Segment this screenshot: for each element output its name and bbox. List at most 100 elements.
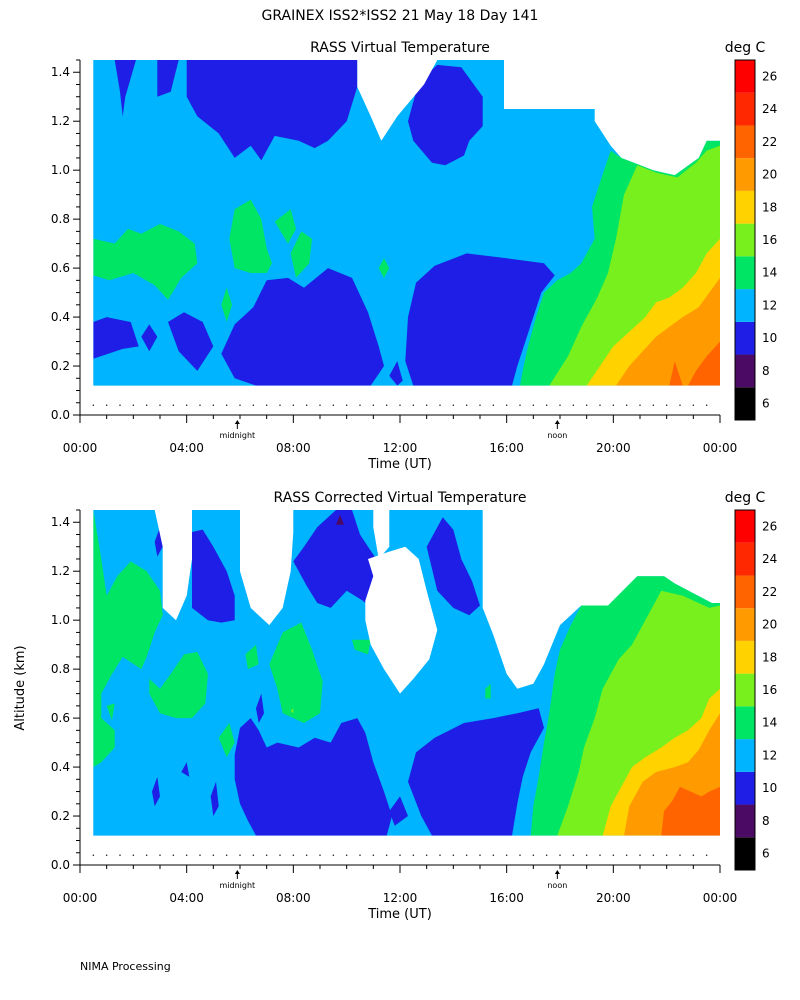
x-axis-label: Time (UT)	[367, 457, 432, 472]
midnight-label: midnight	[219, 431, 255, 440]
baseline-dot	[519, 404, 521, 406]
temperature-region-10c	[192, 529, 235, 623]
x-tick-label: 04:00	[169, 441, 204, 455]
baseline-dot	[172, 404, 175, 406]
baseline-dot	[159, 854, 161, 856]
baseline-dot	[572, 404, 575, 406]
baseline-dot	[559, 854, 561, 856]
temperature-region-10c	[221, 268, 384, 386]
colorbar-swatch	[735, 771, 755, 805]
temperature-region-14c	[93, 224, 198, 300]
colorbar-label: 8	[762, 814, 770, 828]
baseline-dot	[212, 404, 215, 406]
y-tick-label: 0.4	[51, 760, 70, 774]
baseline-dot	[519, 854, 521, 856]
y-tick-label: 1.0	[51, 163, 70, 177]
axes: 0.0 0.2 0.4 0.6 0.8 1.0 1.2 1.4 00:00 04:00 08:00 1…	[51, 509, 737, 905]
y-tick-label: 1.4	[51, 65, 70, 79]
temperature-region-10c	[389, 361, 403, 386]
x-tick-label: 20:00	[596, 441, 631, 455]
baseline-dot	[412, 854, 415, 856]
colorbar-swatch	[735, 190, 755, 224]
y-tick-label: 1.2	[51, 114, 70, 128]
y-tick-label: 0.4	[51, 310, 70, 324]
baseline-dot	[599, 404, 601, 406]
baseline-dot	[265, 854, 268, 856]
colorbar-swatch	[735, 608, 755, 641]
baseline-dot	[399, 404, 401, 406]
baseline-dot	[425, 854, 428, 856]
colorbar-frame	[734, 509, 756, 871]
chart-title: RASS Virtual Temperature	[310, 40, 490, 56]
colorbar-swatch	[735, 387, 755, 420]
x-tick-label: 08:00	[276, 441, 311, 455]
baseline-dot	[279, 854, 281, 856]
missing-data-gap	[240, 510, 294, 626]
temperature-region-10c	[114, 60, 136, 117]
x-tick-label: 00:00	[703, 441, 738, 455]
baseline-dot	[199, 854, 201, 856]
baseline-dot	[532, 854, 535, 856]
baseline-dot	[625, 854, 628, 856]
baseline-dot	[145, 404, 148, 406]
baseline-dot	[545, 854, 548, 856]
temperature-region-10c	[210, 781, 219, 816]
baseline-dot	[665, 854, 668, 856]
y-tick-label: 1.2	[51, 564, 70, 578]
temperature-region-16c	[290, 708, 294, 714]
colorbar-swatch	[735, 510, 755, 543]
temperature-region-14c	[149, 652, 208, 719]
baseline-dot	[119, 404, 121, 406]
baseline-dot	[465, 404, 468, 406]
colorbar-label: 18	[762, 200, 777, 214]
baseline-dot	[652, 854, 655, 856]
baseline-dot	[345, 854, 348, 856]
baseline-dot	[252, 404, 255, 406]
heatmap-plot	[80, 510, 720, 865]
colorbar-swatch	[735, 60, 755, 93]
colorbar: 6 8 10 12 14 16 18 20 22 24 26	[734, 59, 777, 421]
baseline-dot	[225, 404, 228, 406]
temperature-region-14c	[93, 510, 163, 768]
baseline-dot	[159, 404, 161, 406]
y-tick-label: 0.2	[51, 809, 70, 823]
baseline-dot	[132, 404, 135, 406]
colorbar-swatch	[735, 256, 755, 290]
baseline-dot	[692, 854, 695, 856]
colorbar-swatch	[735, 640, 755, 674]
temperature-region-10c	[408, 64, 483, 166]
baseline-dot	[705, 404, 708, 406]
baseline-dot	[599, 854, 601, 856]
colorbar: 6 8 10 12 14 16 18 20 22 24 26	[734, 509, 777, 871]
temperature-region-22c	[669, 361, 683, 386]
x-tick-label: 04:00	[169, 891, 204, 905]
baseline-dot	[465, 854, 468, 856]
colorbar-label: 12	[762, 298, 777, 312]
y-tick-label: 1.4	[51, 515, 70, 529]
colorbar-label: 26	[762, 69, 777, 83]
temperature-region-14c	[218, 723, 235, 758]
baseline-dot	[639, 404, 641, 406]
baseline-dot	[372, 404, 375, 406]
baseline-dot	[292, 404, 295, 406]
baseline-dot	[212, 854, 215, 856]
colorbar-unit: deg C	[725, 40, 766, 56]
x-tick-label: 08:00	[276, 891, 311, 905]
midnight-arrow-icon	[234, 870, 240, 874]
baseline-dot	[172, 854, 175, 856]
y-tick-label: 0.0	[51, 408, 70, 422]
temperature-region-10c	[157, 60, 179, 97]
colorbar-swatch	[735, 223, 755, 257]
noon-label: noon	[547, 881, 567, 890]
baseline-dot	[359, 854, 361, 856]
baseline-dot	[225, 854, 228, 856]
colorbar-swatch	[735, 92, 755, 126]
temperature-region-20c	[616, 277, 720, 386]
colorbar-label: 20	[762, 168, 777, 182]
baseline-dot	[665, 404, 668, 406]
baseline-dot	[92, 404, 95, 406]
colorbar-swatch	[735, 739, 755, 772]
temperature-region-10c	[181, 762, 190, 777]
x-tick-label: 12:00	[383, 441, 418, 455]
baseline-dot	[92, 854, 95, 856]
